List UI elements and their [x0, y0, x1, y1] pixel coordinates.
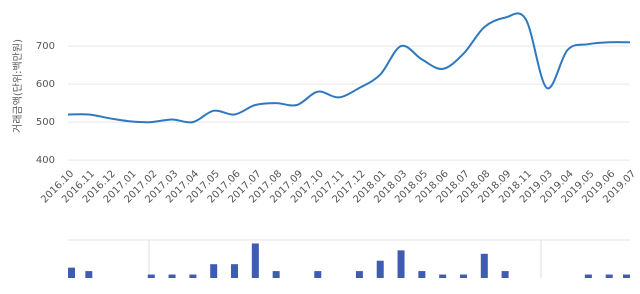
volume-bar — [376, 260, 384, 278]
volume-bar — [418, 271, 426, 278]
volume-bar — [68, 267, 75, 278]
volume-bar — [231, 264, 239, 278]
y-tick-label: 500 — [36, 117, 55, 128]
volume-bar — [251, 243, 259, 278]
volume-bar — [168, 274, 176, 278]
volume-bar — [459, 274, 467, 278]
volume-bar — [480, 253, 488, 278]
price-line — [67, 12, 631, 124]
volume-bar — [355, 271, 363, 278]
volume-bar — [623, 274, 630, 278]
y-tick-label: 600 — [36, 79, 55, 90]
volume-bar — [397, 250, 405, 278]
volume-bar — [147, 274, 155, 278]
volume-bar — [272, 271, 280, 278]
volume-bar — [501, 271, 509, 278]
volume-bar — [314, 271, 322, 278]
y-axis-title: 거래금액(단위:백만원) — [11, 39, 24, 133]
volume-bar — [189, 274, 197, 278]
volume-bar — [605, 274, 613, 278]
volume-bar — [210, 264, 218, 278]
y-tick-label: 400 — [36, 155, 55, 166]
volume-bar — [584, 274, 592, 278]
y-tick-label: 700 — [36, 41, 55, 52]
volume-bar — [85, 271, 93, 278]
volume-bar — [439, 274, 447, 278]
